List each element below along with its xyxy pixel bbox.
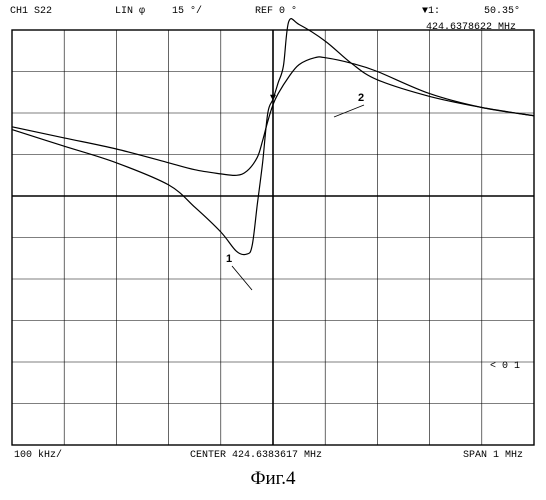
grid [12,30,534,445]
span-label: SPAN 1 MHz [463,450,523,461]
center-frequency-label: CENTER 424.6383617 MHz [190,450,322,461]
curve-1-label: 1 [226,253,232,265]
figure-caption: Фиг.4 [0,468,546,490]
per-division-label: 100 kHz/ [14,450,62,461]
curve-1-leader [232,266,252,290]
curve-2-leader [334,105,364,117]
curve-2-label: 2 [358,92,364,104]
reference-marker: < 0 1 [490,361,520,372]
